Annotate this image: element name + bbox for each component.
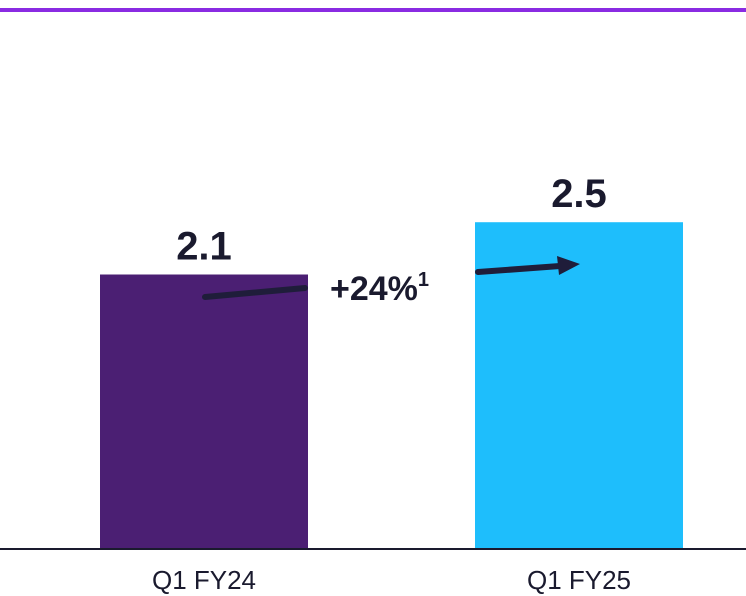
data-label-q1-fy24: 2.1 bbox=[176, 225, 232, 269]
growth-arrow-left-segment bbox=[202, 285, 308, 300]
x-tick-labels-group: Q1 FY24 Q1 FY25 bbox=[152, 565, 631, 595]
growth-arrow-right-segment bbox=[475, 263, 563, 275]
bars-group bbox=[100, 222, 683, 549]
data-labels-group: 2.1 2.5 bbox=[176, 172, 607, 268]
growth-arrow-head bbox=[557, 256, 580, 275]
growth-label: +24%1 bbox=[330, 269, 429, 308]
data-label-q1-fy25: 2.5 bbox=[551, 172, 607, 216]
bar-q1-fy24 bbox=[100, 274, 308, 549]
x-tick-label-q1-fy25: Q1 FY25 bbox=[527, 565, 631, 595]
growth-annotation: +24%1 bbox=[202, 256, 580, 308]
bar-q1-fy25 bbox=[475, 222, 683, 549]
x-tick-label-q1-fy24: Q1 FY24 bbox=[152, 565, 256, 595]
